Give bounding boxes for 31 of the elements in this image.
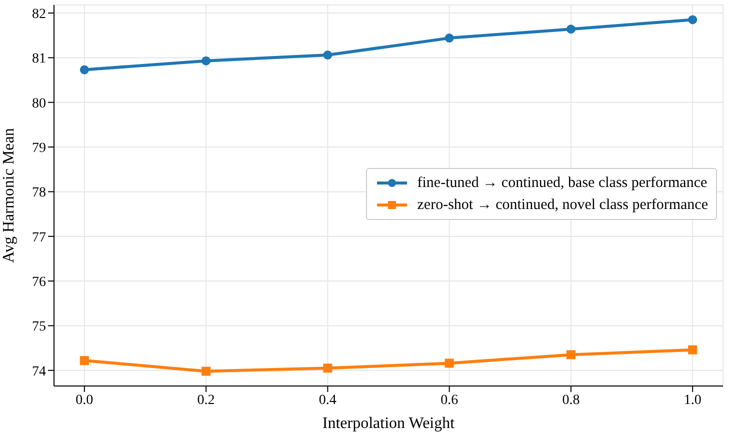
- y-tick-label: 76: [32, 275, 46, 290]
- y-tick-label: 82: [32, 7, 46, 22]
- y-tick-label: 81: [32, 52, 46, 67]
- y-tick-label: 74: [32, 364, 46, 380]
- x-tick-label: 0.8: [562, 392, 580, 408]
- point: [202, 56, 211, 66]
- point: [202, 366, 211, 376]
- point: [566, 350, 576, 360]
- x-axis-title: Interpolation Weight: [322, 415, 456, 432]
- x-tick-label: 0.0: [76, 392, 94, 408]
- point: [323, 50, 332, 60]
- legend-label: zero-shot → continued, novel class performance: [417, 196, 708, 214]
- x-tick-label: 0.2: [197, 392, 215, 408]
- y-axis-title: Avg Harmonic Mean: [0, 128, 18, 263]
- x-tick-label: 0.4: [318, 392, 336, 408]
- point: [444, 34, 454, 43]
- legend-label: fine-tuned → continued, base class performance: [417, 174, 708, 192]
- x-tick-label: 0.6: [440, 392, 458, 408]
- x-tick-label: 1.0: [684, 392, 702, 408]
- point: [688, 345, 698, 354]
- y-tick-label: 75: [32, 320, 46, 335]
- y-tick-label: 77: [32, 230, 46, 246]
- y-tick-label: 80: [32, 96, 46, 112]
- point: [444, 358, 454, 368]
- point: [80, 65, 89, 74]
- point: [688, 15, 698, 24]
- point: [323, 364, 332, 373]
- y-tick-label: 79: [32, 141, 46, 156]
- point: [566, 24, 576, 34]
- y-tick-label: 78: [32, 186, 46, 201]
- point: [80, 356, 89, 366]
